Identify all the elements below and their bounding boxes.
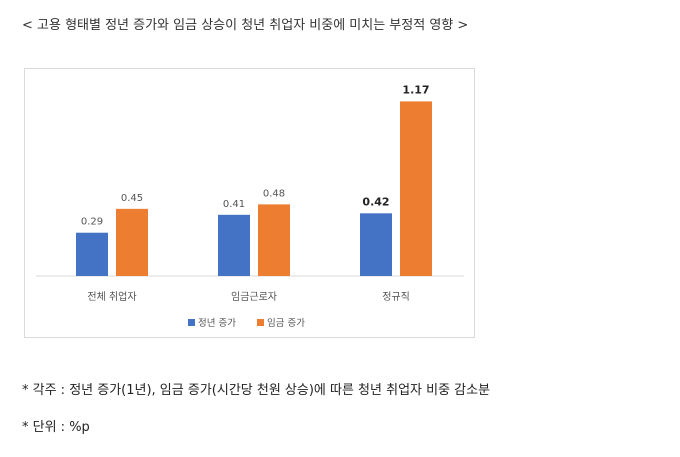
bar-1-1 (76, 232, 108, 276)
legend: 정년 증가 임금 증가 (188, 317, 305, 329)
data-label-1-2: 0.41 (223, 199, 245, 210)
bar-2-3 (400, 101, 432, 277)
category-labels-group: 전체 취업자 임금근로자 정규직 (87, 290, 409, 303)
chart-container: 0.29 0.45 0.41 0.48 0.42 1.17 전체 취업자 임금근로자 정규직 … (24, 68, 475, 338)
footnote-unit: * 단위 : %p (22, 420, 90, 435)
data-label-2-3: 1.17 (402, 83, 429, 96)
bar-1-2 (218, 214, 250, 276)
data-labels-group: 0.29 0.45 0.41 0.48 0.42 1.17 (81, 83, 430, 227)
legend-label-2: 임금 증가 (267, 317, 305, 329)
bars-group (76, 101, 432, 277)
page-title: < 고용 형태별 정년 증가와 임금 상승이 청년 취업자 비중에 미치는 부정… (22, 18, 469, 33)
legend-swatch-1 (188, 319, 195, 326)
bar-chart: 0.290.450.410.480.421.17 전체 취업자 임금근로자 정규직 … (36, 83, 464, 329)
category-label-1: 전체 취업자 (87, 290, 136, 303)
legend-swatch-2 (257, 319, 264, 326)
category-label-2: 임금근로자 (231, 290, 277, 303)
legend-label-1: 정년 증가 (198, 318, 236, 329)
bar-1-3 (360, 213, 392, 276)
category-label-3: 정규직 (382, 291, 410, 303)
data-label-2-1: 0.45 (121, 193, 143, 204)
data-label-2-2: 0.48 (263, 188, 285, 199)
footnote-description: * 각주 : 정년 증가(1년), 임금 증가(시간당 천원 상승)에 따른 청… (22, 383, 491, 398)
data-label-1-3: 0.42 (362, 195, 389, 208)
bar-2-1 (116, 208, 148, 276)
bar-2-2 (258, 204, 290, 276)
data-label-1-1: 0.29 (81, 217, 103, 228)
